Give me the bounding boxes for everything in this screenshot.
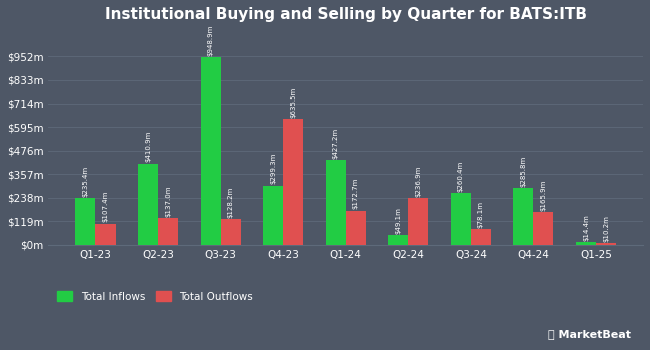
Bar: [576, 242, 596, 245]
Text: $10.2m: $10.2m: [603, 215, 609, 242]
Bar: [346, 211, 366, 245]
Text: $49.1m: $49.1m: [395, 207, 401, 234]
Text: $172.7m: $172.7m: [353, 178, 359, 210]
Text: $410.9m: $410.9m: [145, 131, 151, 162]
Text: $137.0m: $137.0m: [165, 185, 171, 217]
Title: Institutional Buying and Selling by Quarter for BATS:ITB: Institutional Buying and Selling by Quar…: [105, 7, 587, 22]
Bar: [96, 224, 116, 245]
Bar: [408, 198, 428, 245]
Text: $635.5m: $635.5m: [290, 86, 296, 118]
Text: $236.9m: $236.9m: [415, 166, 421, 197]
Text: $128.2m: $128.2m: [227, 187, 233, 218]
Text: $107.4m: $107.4m: [103, 191, 109, 222]
Legend: Total Inflows, Total Outflows: Total Inflows, Total Outflows: [54, 288, 256, 305]
Bar: [138, 163, 158, 245]
Bar: [471, 229, 491, 245]
Text: $427.2m: $427.2m: [333, 128, 339, 159]
Bar: [220, 219, 240, 245]
Bar: [75, 198, 96, 245]
Text: $165.9m: $165.9m: [540, 180, 547, 211]
Text: $235.4m: $235.4m: [83, 166, 88, 197]
Bar: [201, 57, 220, 245]
Bar: [388, 235, 408, 245]
Bar: [596, 243, 616, 245]
Text: $299.3m: $299.3m: [270, 153, 276, 184]
Text: $14.4m: $14.4m: [583, 214, 589, 241]
Text: $285.8m: $285.8m: [521, 156, 526, 187]
Text: $948.9m: $948.9m: [207, 25, 214, 56]
Bar: [283, 119, 303, 245]
Bar: [263, 186, 283, 245]
Bar: [326, 160, 346, 245]
Text: $260.4m: $260.4m: [458, 161, 464, 192]
Text: ⫫ MarketBeat: ⫫ MarketBeat: [547, 329, 630, 340]
Bar: [158, 218, 178, 245]
Text: $78.1m: $78.1m: [478, 201, 484, 228]
Bar: [514, 188, 534, 245]
Bar: [534, 212, 553, 245]
Bar: [451, 193, 471, 245]
